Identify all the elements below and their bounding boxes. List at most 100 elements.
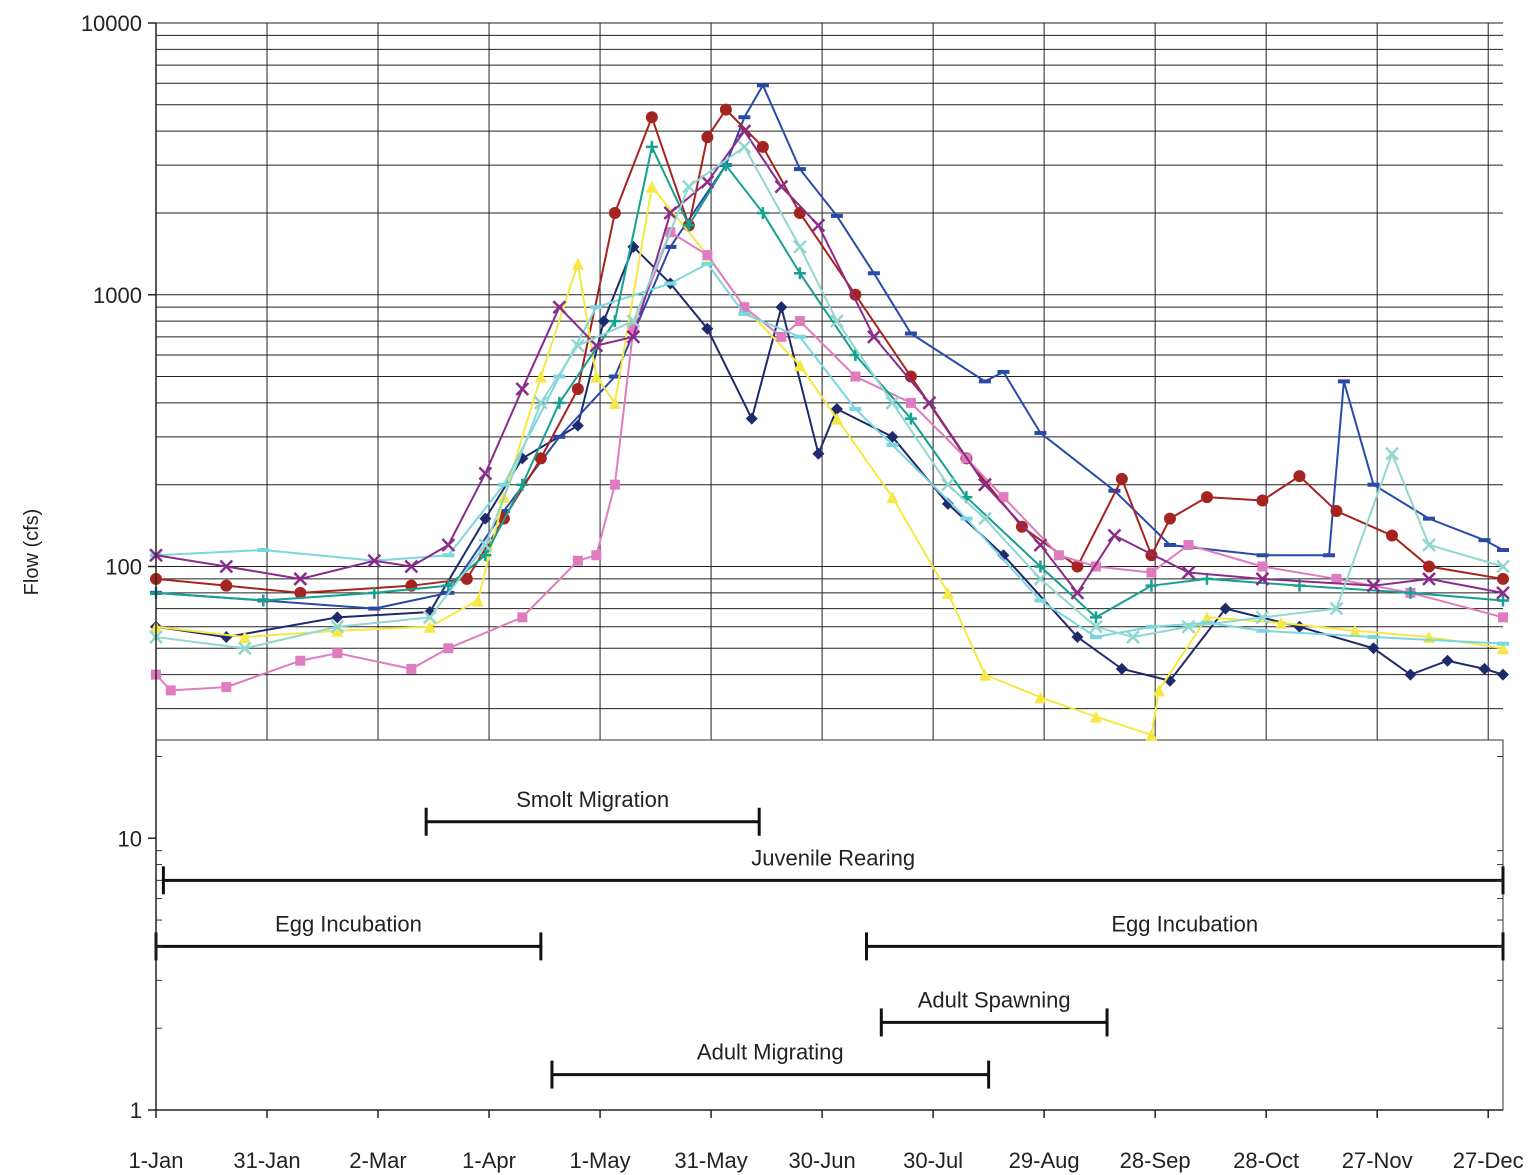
- y-axis-label: Flow (cfs): [21, 509, 43, 596]
- data-point: [756, 83, 769, 88]
- series-line: [155, 245, 1504, 682]
- data-point: [553, 374, 566, 379]
- data-point: [404, 559, 419, 574]
- data-point: [774, 179, 789, 194]
- y-tick-label: 1: [130, 1098, 142, 1123]
- data-point: [1200, 620, 1213, 625]
- data-point: [1496, 559, 1510, 574]
- data-point: [478, 466, 493, 481]
- data-point: [793, 267, 806, 280]
- data-point: [295, 655, 306, 666]
- data-point: [533, 396, 548, 410]
- data-point: [570, 338, 585, 353]
- data-point: [1293, 470, 1306, 483]
- x-tick-label: 31-Jan: [233, 1148, 300, 1173]
- data-point: [849, 406, 862, 411]
- data-point: [1071, 631, 1084, 644]
- data-point: [867, 271, 880, 276]
- data-point: [1034, 430, 1047, 435]
- data-point: [793, 240, 807, 254]
- data-point: [1089, 611, 1102, 624]
- data-point: [1089, 710, 1102, 723]
- data-point: [608, 315, 621, 328]
- data-point: [571, 382, 584, 395]
- data-point: [738, 311, 751, 316]
- data-point: [1219, 602, 1232, 615]
- data-point: [609, 479, 620, 490]
- data-point: [739, 302, 750, 313]
- x-tick-label: 28-Oct: [1233, 1148, 1299, 1173]
- plot-area: [156, 23, 1503, 740]
- data-point: [886, 442, 899, 447]
- data-point: [293, 572, 308, 586]
- y-tick-label: 10000: [81, 11, 142, 36]
- data-point: [1015, 520, 1028, 533]
- data-point: [497, 482, 510, 487]
- data-point: [1181, 619, 1196, 634]
- data-point: [1441, 654, 1454, 667]
- data-point: [1071, 560, 1084, 573]
- data-point: [1330, 505, 1343, 518]
- data-point: [1115, 472, 1128, 485]
- data-point: [1422, 516, 1435, 521]
- data-point: [1152, 684, 1165, 697]
- x-tick-label: 31-May: [674, 1148, 747, 1173]
- data-point: [331, 611, 344, 624]
- data-point: [1034, 691, 1047, 704]
- data-point: [1337, 379, 1350, 384]
- data-point: [572, 555, 583, 566]
- data-point: [219, 559, 234, 574]
- data-point: [1497, 572, 1509, 585]
- series-5: [151, 227, 1508, 696]
- data-point: [978, 668, 991, 681]
- data-point: [830, 213, 843, 218]
- grid: [155, 22, 1503, 740]
- data-point: [664, 244, 677, 249]
- series-3: [150, 103, 1509, 599]
- data-point: [442, 553, 455, 558]
- data-point: [1145, 579, 1158, 592]
- data-point: [1256, 628, 1269, 633]
- data-point: [830, 402, 843, 415]
- data-point: [737, 140, 752, 154]
- data-point: [1367, 482, 1380, 487]
- data-point: [663, 206, 678, 220]
- x-tick-label: 1-Jan: [128, 1148, 183, 1173]
- data-point: [1070, 585, 1085, 600]
- data-point: [701, 131, 714, 144]
- data-point: [368, 606, 381, 611]
- data-point: [626, 314, 641, 328]
- data-point: [794, 316, 805, 327]
- data-point: [590, 305, 603, 310]
- data-point: [497, 509, 510, 514]
- series-6: [150, 261, 1509, 646]
- data-point: [1257, 561, 1268, 572]
- period-label: Juvenile Rearing: [751, 845, 915, 870]
- data-point: [978, 477, 992, 492]
- data-point: [221, 682, 232, 693]
- series-line: [155, 145, 1504, 650]
- data-point: [1256, 494, 1269, 507]
- data-point: [1422, 572, 1436, 586]
- periods: Smolt Migration Juvenile Rearing Egg Incub…: [154, 787, 1505, 1089]
- x-tick-label: 1-May: [570, 1148, 631, 1173]
- data-point: [441, 538, 456, 552]
- data-point: [645, 180, 658, 193]
- data-point: [553, 434, 566, 439]
- data-point: [1497, 642, 1509, 655]
- data-point: [738, 115, 751, 120]
- data-point: [237, 641, 252, 656]
- data-point: [700, 175, 715, 189]
- data-point: [1348, 624, 1361, 637]
- data-point: [257, 594, 270, 607]
- data-point: [1183, 539, 1194, 550]
- data-point: [1497, 594, 1509, 607]
- data-point: [1108, 488, 1121, 493]
- data-point: [1145, 728, 1158, 741]
- data-point: [997, 549, 1010, 562]
- data-point: [443, 643, 454, 654]
- data-point: [793, 359, 806, 372]
- data-point: [1033, 572, 1048, 586]
- data-point: [1034, 598, 1047, 603]
